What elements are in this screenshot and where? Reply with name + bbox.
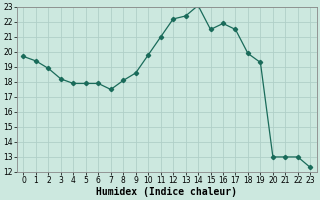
X-axis label: Humidex (Indice chaleur): Humidex (Indice chaleur) [96, 186, 237, 197]
